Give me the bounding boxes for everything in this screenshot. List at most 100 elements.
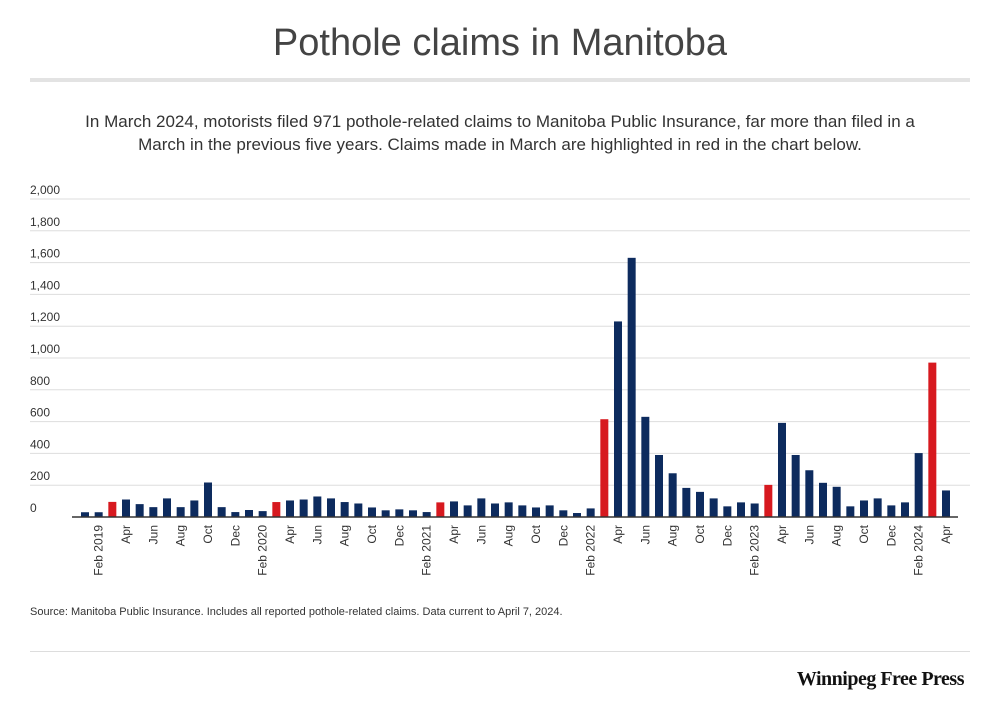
x-tick-label: Dec [884, 525, 898, 546]
x-tick-label: Dec [228, 525, 242, 546]
x-tick-label: Oct [693, 524, 707, 543]
y-tick-label: 1,000 [30, 342, 60, 356]
bar [149, 507, 158, 517]
bar [354, 503, 363, 517]
y-tick-label: 1,200 [30, 310, 60, 324]
bar [176, 507, 185, 517]
bar [231, 512, 240, 517]
bar [709, 498, 718, 517]
bar [381, 510, 390, 517]
publisher-logo: Winnipeg Free Press [796, 668, 965, 690]
bar [696, 491, 704, 517]
bar [668, 473, 677, 517]
bar [586, 508, 595, 517]
x-tick-label: Jun [802, 525, 816, 544]
bar-march [436, 502, 445, 517]
bar [819, 482, 827, 517]
bar [258, 511, 267, 517]
x-tick-label: Apr [119, 525, 133, 544]
y-tick-label: 2,000 [30, 183, 60, 197]
bar [135, 504, 144, 517]
bar [409, 510, 417, 517]
x-tick-label: Oct [529, 524, 543, 543]
gridlines [30, 198, 970, 486]
y-tick-label: 1,400 [30, 278, 60, 292]
bar [791, 454, 800, 517]
x-tick-label: Oct [201, 524, 215, 543]
bar [723, 506, 732, 517]
bar [94, 512, 103, 517]
x-tick-label: Jun [474, 525, 488, 544]
bar [887, 505, 896, 517]
bar [422, 512, 431, 517]
x-tick-label: Jun [638, 525, 652, 544]
y-tick-label: 600 [30, 406, 50, 420]
source-note: Source: Manitoba Public Insurance. Inclu… [30, 606, 563, 618]
bar-march [272, 502, 281, 517]
x-tick-label: Feb 2021 [420, 525, 434, 576]
bar [340, 502, 349, 517]
x-tick-label: Dec [392, 525, 406, 546]
bar [614, 321, 622, 517]
x-tick-label: Jun [310, 525, 324, 544]
x-tick-label: Oct [365, 524, 379, 543]
y-axis-labels: 0 200 400 600 800 1,000 1,200 1,400 1,600 1,800 2,… [30, 183, 60, 515]
bar [395, 509, 404, 517]
bar [450, 501, 458, 517]
bar [627, 257, 636, 517]
x-tick-label: Oct [857, 524, 871, 543]
bar [559, 510, 568, 517]
bar [504, 502, 513, 517]
bar [942, 490, 950, 517]
bar [737, 502, 745, 517]
x-tick-label: Dec [556, 525, 570, 546]
x-tick-label: Jun [146, 525, 160, 544]
x-tick-label: Dec [720, 525, 734, 546]
bar [860, 500, 868, 517]
bar [750, 503, 759, 517]
bar [463, 505, 472, 517]
bar [122, 499, 130, 517]
x-tick-label: Aug [174, 525, 188, 546]
x-tick-label: Aug [830, 525, 844, 546]
x-tick-label: Apr [447, 525, 461, 544]
y-tick-label: 1,600 [30, 247, 60, 261]
bar-march [600, 419, 609, 517]
x-tick-label: Apr [283, 525, 297, 544]
bar [245, 510, 253, 517]
bar [805, 470, 814, 517]
y-tick-label: 400 [30, 437, 50, 451]
bar [477, 498, 486, 517]
bar [573, 513, 581, 517]
title-divider [30, 78, 970, 82]
bar [778, 422, 786, 517]
y-tick-label: 0 [30, 501, 37, 515]
bar [518, 505, 527, 517]
bar-march [108, 501, 117, 517]
bar [327, 498, 335, 517]
y-tick-label: 800 [30, 374, 50, 388]
bar [217, 507, 226, 517]
x-tick-label: Apr [611, 525, 625, 544]
x-tick-label: Aug [502, 525, 516, 546]
bar [901, 502, 909, 517]
bar [163, 498, 171, 517]
bars [81, 257, 950, 517]
bar [81, 512, 89, 517]
y-tick-label: 200 [30, 469, 50, 483]
x-tick-label: Feb 2024 [912, 525, 926, 576]
x-axis-labels: Feb 2019 Apr Jun Aug Oct Dec Feb 2020 Apr Jun Aug… [92, 524, 953, 575]
bar [286, 500, 294, 517]
bar [914, 453, 923, 517]
bar [299, 499, 308, 517]
bar [532, 507, 540, 517]
bar [204, 482, 212, 517]
x-tick-label: Feb 2023 [748, 525, 762, 576]
bar [368, 507, 376, 517]
bar [832, 486, 841, 517]
bar-march [928, 362, 937, 517]
bar [491, 503, 499, 517]
bar [682, 487, 691, 517]
bar [313, 496, 322, 517]
bar [846, 506, 855, 517]
